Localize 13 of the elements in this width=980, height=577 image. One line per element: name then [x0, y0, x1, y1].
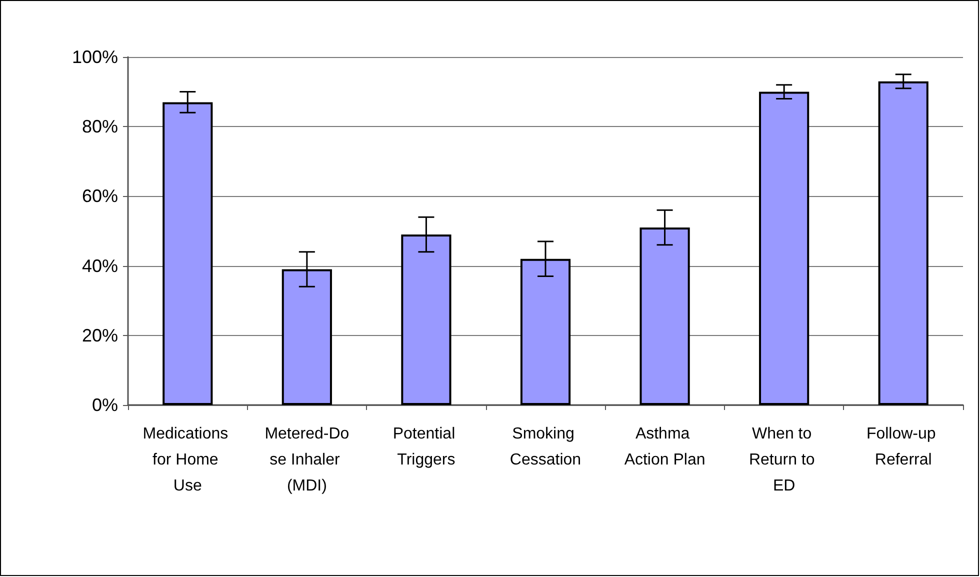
y-tick-label: 20% — [82, 325, 118, 346]
y-tick-label: 100% — [72, 47, 118, 67]
x-tick-label: Smoking Cessation — [510, 426, 582, 468]
x-tick-label: Follow-up Referral — [866, 426, 940, 468]
y-tick-label: 80% — [82, 116, 118, 137]
y-tick-label: 0% — [92, 395, 118, 415]
x-tick-label: Medications for Home Use — [142, 426, 233, 494]
x-tick-label: Metered-Dose Inhaler (MDI) — [264, 426, 350, 494]
x-tick-label: When to Return to ED — [748, 426, 820, 494]
y-tick-label: 40% — [82, 256, 118, 276]
x-tick-label: Asthma Action Plan — [624, 426, 706, 468]
y-tick-label: 60% — [82, 186, 118, 206]
x-tick-label: Potential Triggers — [392, 426, 460, 468]
